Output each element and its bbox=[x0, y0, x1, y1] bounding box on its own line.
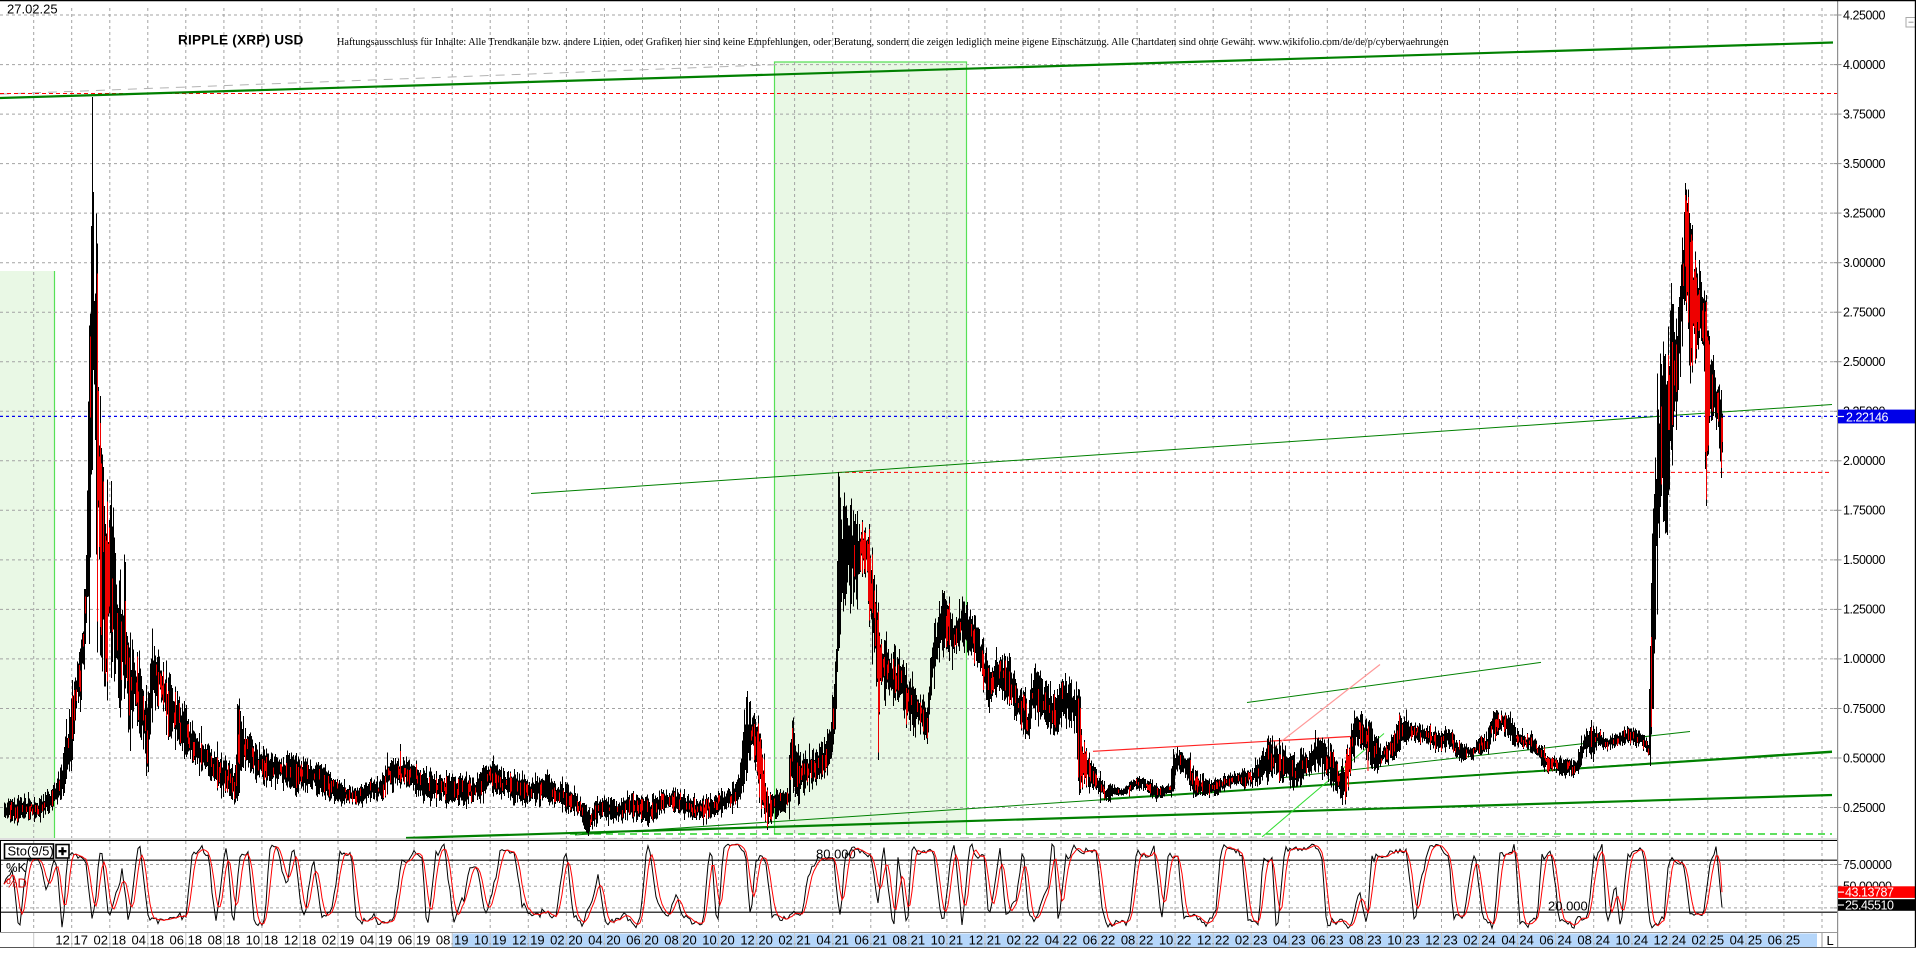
svg-text:4.00000: 4.00000 bbox=[1843, 58, 1886, 72]
svg-text:3.25000: 3.25000 bbox=[1843, 206, 1886, 220]
svg-text:L: L bbox=[1827, 933, 1834, 948]
svg-text:2.00000: 2.00000 bbox=[1843, 454, 1886, 468]
svg-text:3.00000: 3.00000 bbox=[1843, 256, 1886, 270]
svg-text:80.000: 80.000 bbox=[816, 847, 856, 862]
svg-text:0.50000: 0.50000 bbox=[1843, 751, 1886, 765]
svg-text:RIPPLE (XRP) USD: RIPPLE (XRP) USD bbox=[178, 33, 304, 48]
svg-text:3.50000: 3.50000 bbox=[1843, 157, 1886, 171]
svg-text:1.75000: 1.75000 bbox=[1843, 504, 1886, 518]
svg-text:1.00000: 1.00000 bbox=[1843, 652, 1886, 666]
svg-text:%K: %K bbox=[6, 860, 27, 875]
svg-text:2.75000: 2.75000 bbox=[1843, 306, 1886, 320]
svg-text:3.75000: 3.75000 bbox=[1843, 107, 1886, 121]
svg-text:Haftungsausschluss für Inhalte: Haftungsausschluss für Inhalte: Alle Tre… bbox=[337, 37, 1449, 48]
svg-text:27.02.25: 27.02.25 bbox=[7, 2, 58, 17]
svg-text:%D: %D bbox=[6, 876, 27, 891]
svg-text:43.13787: 43.13787 bbox=[1845, 886, 1894, 900]
svg-text:0.25000: 0.25000 bbox=[1843, 801, 1886, 815]
svg-text:2.50000: 2.50000 bbox=[1843, 355, 1886, 369]
svg-text:2.22146: 2.22146 bbox=[1846, 410, 1889, 424]
svg-text:0.75000: 0.75000 bbox=[1843, 702, 1886, 716]
svg-text:25.45510: 25.45510 bbox=[1845, 899, 1894, 913]
svg-text:1.50000: 1.50000 bbox=[1843, 553, 1886, 567]
svg-text:1.25000: 1.25000 bbox=[1843, 603, 1886, 617]
svg-text:75.00000: 75.00000 bbox=[1843, 858, 1892, 872]
svg-text:20.000: 20.000 bbox=[1548, 899, 1588, 914]
svg-text:Sto(9/5): Sto(9/5) bbox=[8, 844, 54, 859]
svg-text:4.25000: 4.25000 bbox=[1843, 8, 1886, 22]
